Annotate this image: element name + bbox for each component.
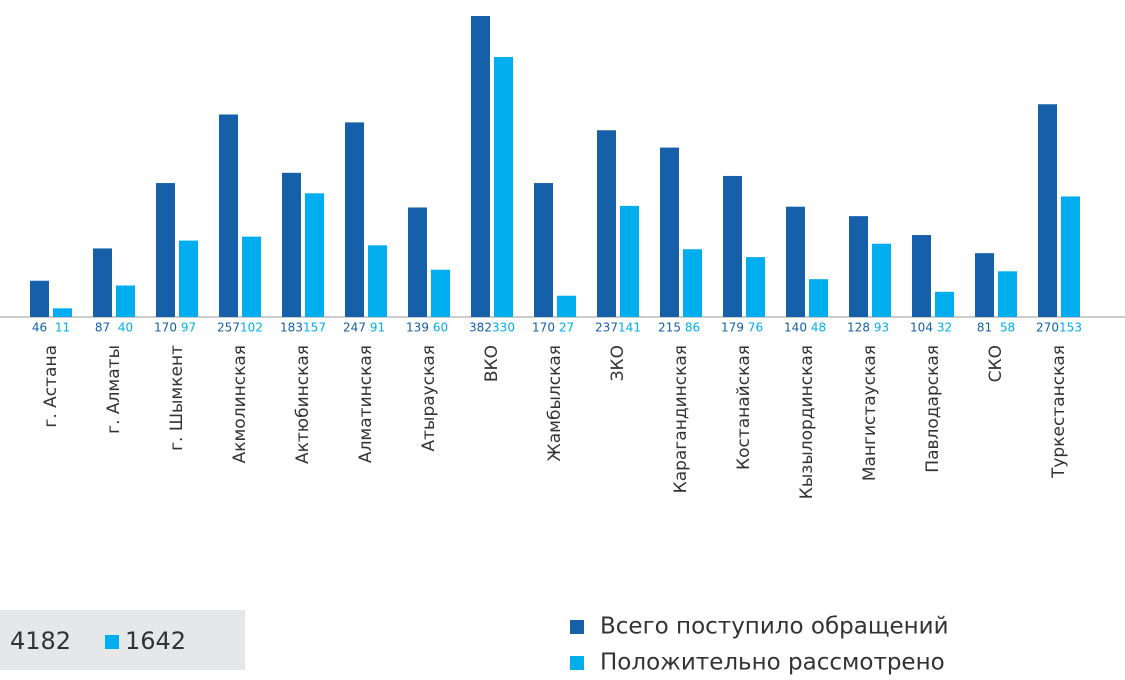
bar xyxy=(660,147,679,317)
value-label: 102 xyxy=(240,321,263,335)
value-label: 104 xyxy=(910,321,933,335)
total-swatch xyxy=(105,635,119,649)
bar xyxy=(305,193,324,317)
value-label: 157 xyxy=(303,321,326,335)
bar xyxy=(597,130,616,317)
value-label: 46 xyxy=(32,321,47,335)
legend-swatch xyxy=(570,620,584,634)
bar xyxy=(1061,196,1080,317)
value-label: 257 xyxy=(217,321,240,335)
x-tick-label: ЗКО xyxy=(608,345,628,381)
bar xyxy=(620,205,639,317)
bar xyxy=(93,248,112,317)
totals-box xyxy=(0,610,245,670)
x-tick-label: Туркестанская xyxy=(1049,345,1069,479)
bar xyxy=(156,183,175,317)
x-tick-label: г. Шымкент xyxy=(167,345,187,451)
bar xyxy=(935,291,954,317)
x-tick-label: Жамбылская xyxy=(545,345,565,462)
value-label: 40 xyxy=(118,321,133,335)
bar xyxy=(534,183,553,317)
bar xyxy=(872,243,891,317)
bar xyxy=(179,240,198,317)
bar xyxy=(849,216,868,317)
value-label: 170 xyxy=(532,321,555,335)
value-label: 91 xyxy=(370,321,385,335)
value-label: 330 xyxy=(492,321,515,335)
value-label: 86 xyxy=(685,321,700,335)
bar xyxy=(345,122,364,317)
bar xyxy=(998,271,1017,317)
x-tick-label: ВКО xyxy=(482,345,502,382)
x-tick-label: Карагандинская xyxy=(671,345,691,493)
bar xyxy=(431,269,450,317)
bar xyxy=(116,285,135,317)
x-tick-label: Атырауская xyxy=(419,345,439,451)
bar xyxy=(683,249,702,317)
x-tick-label: СКО xyxy=(986,345,1006,382)
bar xyxy=(242,236,261,317)
value-label: 97 xyxy=(181,321,196,335)
value-label: 183 xyxy=(280,321,303,335)
legend-label: Всего поступило обращений xyxy=(600,614,949,640)
bar xyxy=(786,206,805,317)
value-label: 247 xyxy=(343,321,366,335)
legend-swatch xyxy=(570,656,584,670)
bar xyxy=(471,16,490,317)
value-label: 32 xyxy=(937,321,952,335)
value-label: 153 xyxy=(1059,321,1082,335)
value-label: 58 xyxy=(1000,321,1015,335)
value-label: 141 xyxy=(618,321,641,335)
bar xyxy=(975,253,994,317)
value-label: 215 xyxy=(658,321,681,335)
value-label: 60 xyxy=(433,321,448,335)
value-label: 87 xyxy=(95,321,110,335)
value-label: 27 xyxy=(559,321,574,335)
bar xyxy=(557,295,576,317)
value-label: 179 xyxy=(721,321,744,335)
x-tick-label: Мангистауская xyxy=(860,345,880,481)
x-tick-label: Костанайская xyxy=(734,345,754,470)
legend-label: Положительно рассмотрено xyxy=(600,650,945,676)
x-tick-label: Кызылординская xyxy=(797,345,817,499)
value-label: 270 xyxy=(1036,321,1059,335)
bar xyxy=(809,279,828,317)
value-label: 81 xyxy=(977,321,992,335)
value-label: 128 xyxy=(847,321,870,335)
x-tick-label: г. Астана xyxy=(41,345,61,428)
x-tick-label: Акмолинская xyxy=(230,345,250,463)
value-label: 11 xyxy=(55,321,70,335)
total-all: 4182 xyxy=(10,627,71,655)
x-tick-label: Павлодарская xyxy=(923,345,943,473)
bar xyxy=(494,56,513,318)
x-tick-label: г. Алматы xyxy=(104,345,124,434)
value-label: 170 xyxy=(154,321,177,335)
value-label: 382 xyxy=(469,321,492,335)
bar xyxy=(723,175,742,317)
bar xyxy=(219,114,238,317)
bar xyxy=(30,280,49,317)
value-label: 48 xyxy=(811,321,826,335)
bar xyxy=(746,257,765,317)
x-tick-label: Актюбинская xyxy=(293,345,313,464)
x-tick-label: Алматинская xyxy=(356,345,376,463)
bar xyxy=(53,308,72,317)
bar xyxy=(408,207,427,317)
bar xyxy=(1038,104,1057,317)
value-label: 93 xyxy=(874,321,889,335)
value-label: 140 xyxy=(784,321,807,335)
value-label: 139 xyxy=(406,321,429,335)
total-positive: 1642 xyxy=(125,627,186,655)
value-label: 237 xyxy=(595,321,618,335)
value-label: 76 xyxy=(748,321,763,335)
bar xyxy=(368,245,387,317)
bar xyxy=(912,235,931,317)
bar xyxy=(282,172,301,317)
